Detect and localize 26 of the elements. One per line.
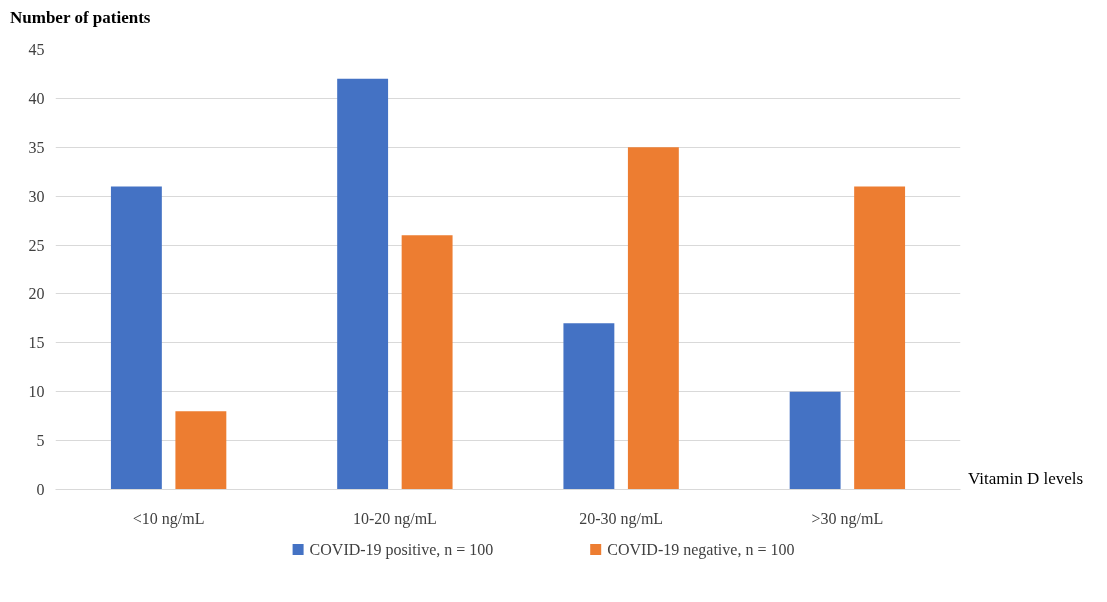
y-tick-label: 35 bbox=[28, 138, 45, 156]
bar bbox=[627, 147, 679, 490]
y-tick-label: 20 bbox=[28, 285, 45, 303]
legend-label: COVID-19 negative, n = 100 bbox=[607, 541, 795, 559]
y-tick-label: 25 bbox=[28, 236, 45, 254]
x-axis-title: Vitamin D levels bbox=[968, 468, 1084, 490]
y-tick-label: 5 bbox=[36, 432, 45, 450]
y-axis-title: Number of patients bbox=[10, 7, 151, 29]
y-tick-label: 15 bbox=[28, 334, 45, 352]
y-tick-label: 40 bbox=[28, 89, 45, 107]
y-tick-label: 30 bbox=[28, 187, 45, 205]
y-tick-label: 0 bbox=[36, 481, 45, 498]
legend-label: COVID-19 positive, n = 100 bbox=[309, 541, 494, 559]
x-tick-label: >30 ng/mL bbox=[811, 509, 884, 528]
bar bbox=[401, 235, 453, 490]
y-tick-label: 45 bbox=[28, 41, 45, 58]
x-tick-label: 10-20 ng/mL bbox=[352, 509, 437, 528]
bar bbox=[110, 186, 162, 490]
x-tick-label: 20-30 ng/mL bbox=[579, 509, 664, 528]
bar bbox=[563, 323, 615, 490]
y-tick-label: 10 bbox=[28, 383, 45, 401]
bar bbox=[854, 186, 906, 490]
x-tick-label: <10 ng/mL bbox=[132, 509, 205, 528]
bar bbox=[789, 391, 841, 490]
bar bbox=[337, 78, 389, 490]
bar bbox=[175, 411, 227, 490]
